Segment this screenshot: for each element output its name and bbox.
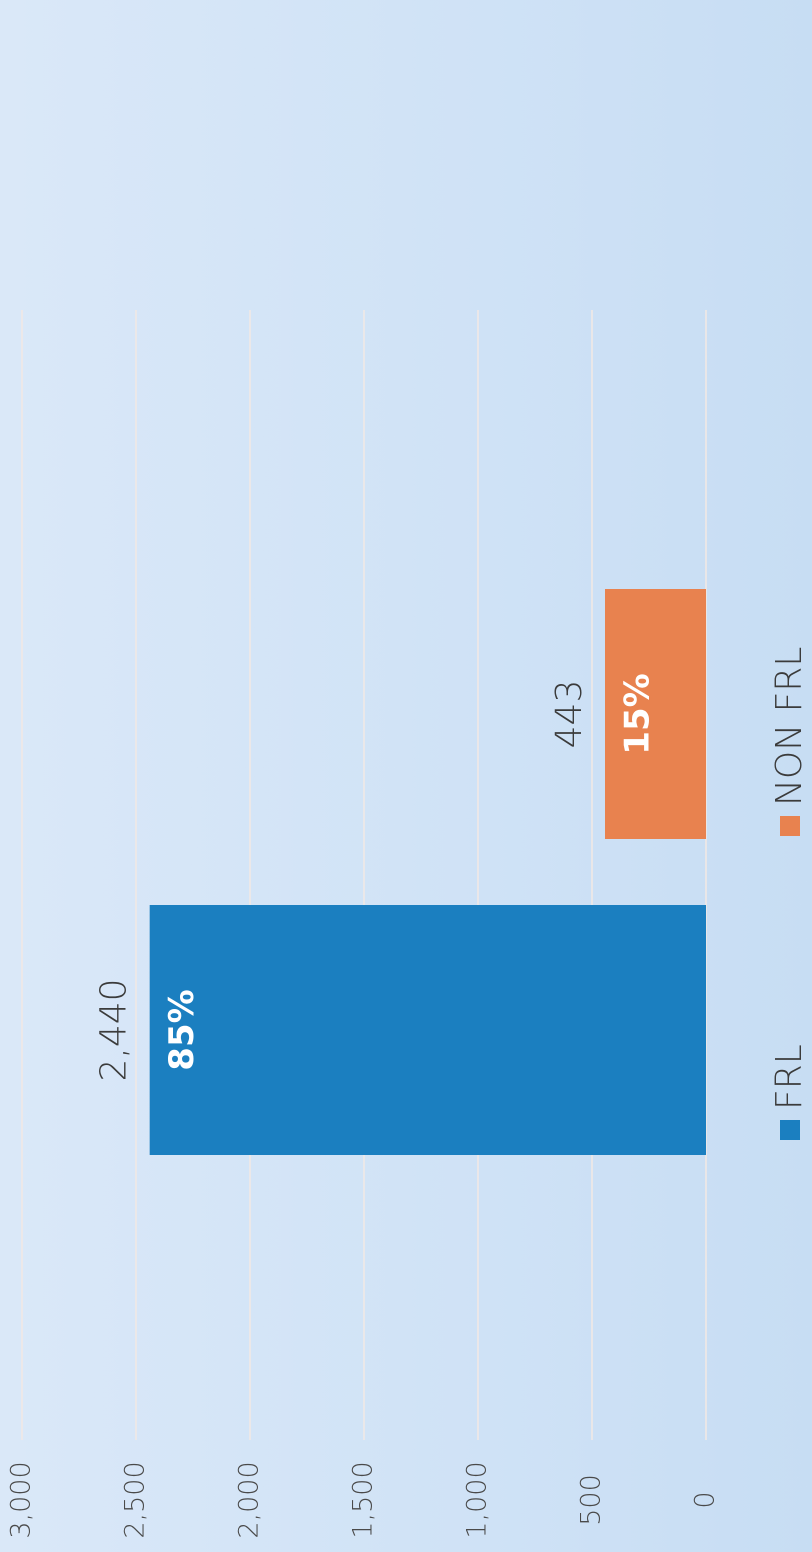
y-tick-label: 500 <box>576 1474 607 1526</box>
y-tick-label: 1,000 <box>462 1461 493 1538</box>
rotated-plot: 0 500 1,000 1,500 2,000 2,500 3,000 2,440 85% 443… <box>6 310 810 1539</box>
y-tick-label: 0 <box>690 1491 721 1508</box>
legend-marker <box>780 816 800 836</box>
data-label: 443 <box>549 680 590 749</box>
y-tick-label: 1,500 <box>348 1461 379 1538</box>
percent-label: 15% <box>617 673 657 754</box>
legend-label: FRL <box>769 1044 810 1110</box>
legend-label: NON FRL <box>769 647 810 806</box>
bar <box>149 905 706 1155</box>
data-label: 2,440 <box>94 978 135 1081</box>
legend-marker <box>780 1120 800 1140</box>
y-tick-label: 3,000 <box>6 1461 37 1538</box>
bar <box>604 589 706 839</box>
y-tick-label: 2,500 <box>120 1461 151 1538</box>
percent-label: 85% <box>162 989 202 1070</box>
y-tick-label: 2,000 <box>234 1461 265 1538</box>
